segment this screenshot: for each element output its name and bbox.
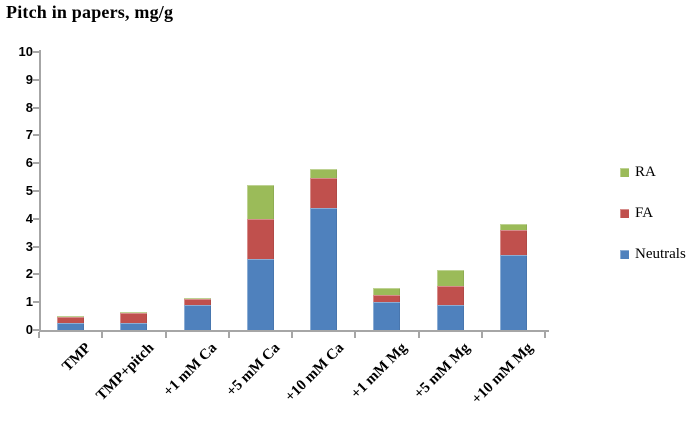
bar-segment-ra xyxy=(373,288,401,296)
bar-segment-fa xyxy=(246,218,274,260)
y-axis-tick-label: 2 xyxy=(25,266,33,282)
bar-segment-fa xyxy=(120,313,148,324)
y-axis-tick-label: 7 xyxy=(25,127,33,143)
x-axis-tick xyxy=(544,332,546,338)
bar-segment-neutrals xyxy=(120,323,148,330)
y-axis-tick xyxy=(33,329,39,331)
bar-segment-neutrals xyxy=(57,323,85,330)
legend-label: RA xyxy=(635,164,656,180)
y-axis-tick-label: 3 xyxy=(25,238,33,254)
x-axis-line xyxy=(39,330,549,332)
x-axis-tick xyxy=(227,332,230,338)
chart-title: Pitch in papers, mg/g xyxy=(6,2,174,22)
y-axis-tick-label: 4 xyxy=(25,210,33,226)
bar-segment-ra xyxy=(310,168,338,179)
bar-segment-fa xyxy=(57,317,85,324)
y-axis-tick xyxy=(33,134,39,137)
y-axis-line xyxy=(39,50,41,332)
bar-segment-neutrals xyxy=(246,259,274,330)
y-axis-tick xyxy=(33,78,39,81)
bar-segment-fa xyxy=(436,285,464,305)
x-axis-tick xyxy=(417,332,420,338)
y-axis-tick xyxy=(33,245,39,248)
bar-segment-neutrals xyxy=(310,207,338,330)
x-axis-tick xyxy=(38,332,40,338)
bar-segment-ra xyxy=(120,311,148,314)
y-axis-tick-label: 0 xyxy=(25,322,33,337)
bar-segment-neutrals xyxy=(373,302,401,330)
bar-segment-fa xyxy=(499,229,527,255)
x-axis-tick xyxy=(101,332,104,338)
bar-segment-ra xyxy=(57,316,85,318)
bar-segment-fa xyxy=(310,178,338,208)
legend-swatch-fa xyxy=(620,208,629,218)
x-axis-tick xyxy=(480,332,483,338)
bar-segment-ra xyxy=(183,298,211,300)
bar-segment-neutrals xyxy=(436,304,464,330)
legend-label: FA xyxy=(635,205,654,221)
y-axis-tick-label: 8 xyxy=(25,99,33,115)
y-axis-tick xyxy=(33,217,39,220)
y-axis-tick-label: 5 xyxy=(25,183,33,198)
y-axis-tick xyxy=(33,162,39,165)
y-axis-tick xyxy=(33,273,39,276)
legend-swatch-neutrals xyxy=(620,249,629,259)
x-axis-tick xyxy=(291,332,293,338)
bar-segment-fa xyxy=(373,295,401,303)
x-axis-tick xyxy=(354,332,357,338)
y-axis-tick xyxy=(33,51,39,53)
legend-item-ra: RA xyxy=(620,164,686,180)
legend-item-neutrals: Neutrals xyxy=(620,246,686,262)
x-axis-tick xyxy=(164,332,167,338)
bar-segment-ra xyxy=(499,224,527,230)
legend-item-fa: FA xyxy=(620,205,686,221)
bar-segment-fa xyxy=(183,299,211,305)
y-axis-tick-label: 1 xyxy=(25,294,33,310)
y-axis-tick xyxy=(33,190,39,192)
y-axis-tick-label: 6 xyxy=(25,155,33,171)
bar-segment-neutrals xyxy=(183,304,211,330)
legend-swatch-ra xyxy=(620,167,629,177)
bar-segment-ra xyxy=(436,270,464,286)
y-axis-tick-label: 9 xyxy=(25,71,33,87)
y-axis-tick-label: 10 xyxy=(18,44,33,59)
legend-label: Neutrals xyxy=(635,246,686,262)
bar-segment-ra xyxy=(246,185,274,219)
y-axis-tick xyxy=(33,106,39,109)
bar-segment-neutrals xyxy=(499,254,527,330)
y-axis-tick xyxy=(33,301,39,304)
legend: RA FA Neutrals xyxy=(620,164,686,287)
